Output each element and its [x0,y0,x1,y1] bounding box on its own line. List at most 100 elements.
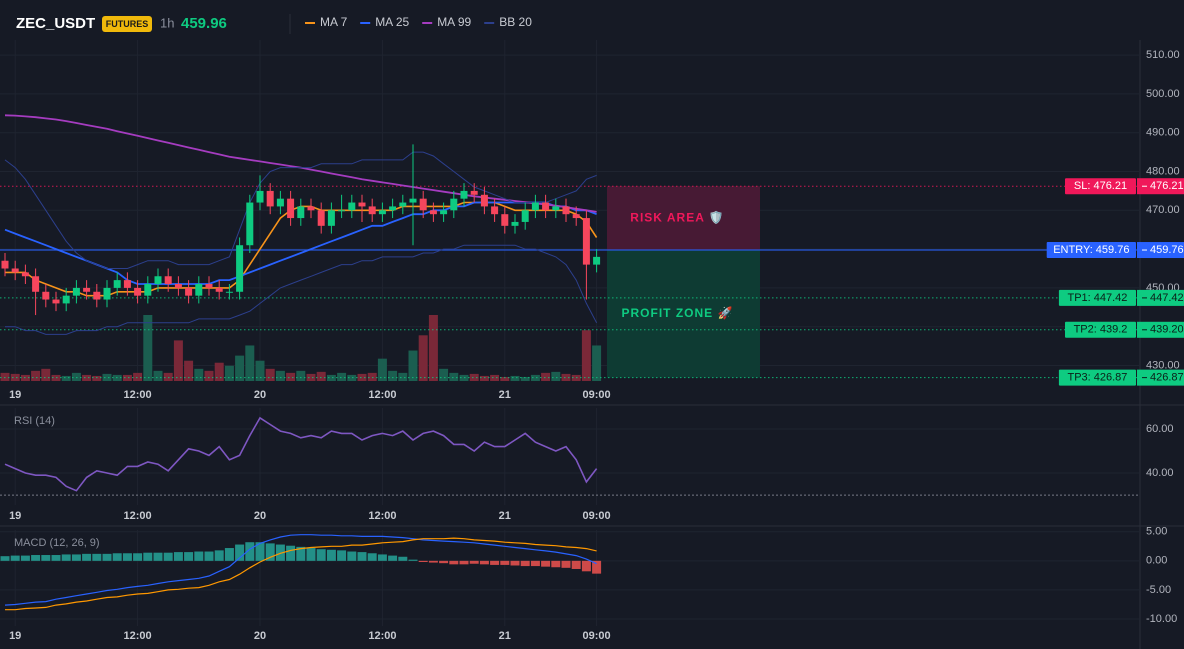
volume-bar [449,372,459,381]
candle-body [552,206,560,211]
level-label-bg [1046,242,1136,259]
candle-body [205,284,213,288]
candle-body [185,287,193,296]
y-tick-label: 510.00 [1146,49,1180,61]
candle-body [378,210,386,215]
volume-bar [326,374,336,381]
volume-bar [173,340,183,381]
macd-hist-bar [490,560,500,565]
volume-bar [469,373,479,381]
volume-bar [500,376,510,381]
volume-bar [265,368,275,381]
macd-hist-bar [479,560,489,565]
macd-line [4,534,597,606]
macd-hist-bar [561,560,571,568]
volume-bar [286,372,296,381]
y-tick-label: 60.00 [1146,423,1174,435]
candle-body [266,190,274,207]
volume-bar [316,371,326,381]
volume-bar [439,368,449,381]
volume-bar [184,360,194,381]
zone [607,186,760,251]
candle-body [470,190,478,195]
macd-hist-bar [418,560,428,562]
volume-bar [153,370,163,381]
candle-body [195,284,203,296]
macd-hist-bar [82,553,92,561]
macd-hist-bar [41,555,51,561]
candle-body [480,194,488,207]
macd-hist-bar [469,560,479,564]
candle-body [327,210,335,226]
candle-body [491,206,499,215]
volume-bar [133,372,143,381]
y-tick-label: 490.00 [1146,127,1180,139]
axis-label-bg [1137,242,1184,259]
level-label: TP2: 439.2 [1074,324,1128,336]
volume-bar [367,372,377,381]
x-tick-label: 21 [499,389,511,401]
volume-bar [235,355,245,381]
macd-hist-bar [367,553,377,561]
macd-hist-bar [551,560,561,568]
macd-hist-bar [357,552,367,561]
candle-body [572,214,580,219]
zone-label: PROFIT ZONE 🚀 [622,306,734,320]
candle-body [450,198,458,211]
interval: 1h [160,15,174,30]
macd-hist-bar [520,560,530,567]
macd-hist-bar [194,551,204,561]
candle-body [501,214,509,226]
macd-hist-bar [245,542,255,561]
volume-bar [592,345,602,381]
candle-body [103,287,111,300]
x-tick-label: 19 [9,630,21,642]
level-label: ENTRY: 459.76 [1053,244,1129,256]
volume-bar [143,315,153,381]
candle-body [317,210,325,226]
volume-bar [41,368,51,381]
volume-bar [337,372,347,381]
x-tick-label: 12:00 [124,630,152,642]
y-tick-label: 480.00 [1146,165,1180,177]
x-tick-label: 12:00 [368,630,396,642]
candle-body [1,260,9,269]
macd-hist-bar [530,560,540,567]
candle-body [521,210,529,222]
macd-hist-bar [408,559,418,561]
volume-bar [275,370,285,381]
x-tick-label: 20 [254,510,266,522]
macd-hist-bar [235,544,245,561]
macd-hist-bar [92,553,102,561]
macd-hist-bar [428,560,438,563]
candle-body [215,287,223,292]
candle-body [236,245,244,292]
macd-hist-bar [306,548,316,561]
volume-bar [92,375,102,381]
bb-upper [4,151,597,269]
macd-hist-bar [10,555,20,561]
level-label-bg [1058,289,1136,306]
candle-body [144,284,152,296]
candle-body [460,190,468,199]
volume-bar [122,374,132,381]
candle-body [83,287,91,292]
axis-label-bg [1137,321,1184,338]
candle-body [42,291,50,300]
candle-body [276,198,284,207]
panel-title: MACD (12, 26, 9) [14,537,100,549]
volume-bar [357,373,367,381]
macd-hist-bar [102,553,112,561]
candle-body [11,268,19,273]
x-tick-label: 12:00 [124,510,152,522]
axis-label: 459.76 [1150,244,1184,256]
candle-body [307,206,315,211]
candle-body [62,295,70,304]
candle-body [562,206,570,215]
y-tick-label: -10.00 [1146,613,1177,625]
macd-hist-bar [61,554,71,561]
macd-hist-bar [112,553,122,561]
x-tick-label: 20 [254,630,266,642]
volume-bar [408,350,418,381]
